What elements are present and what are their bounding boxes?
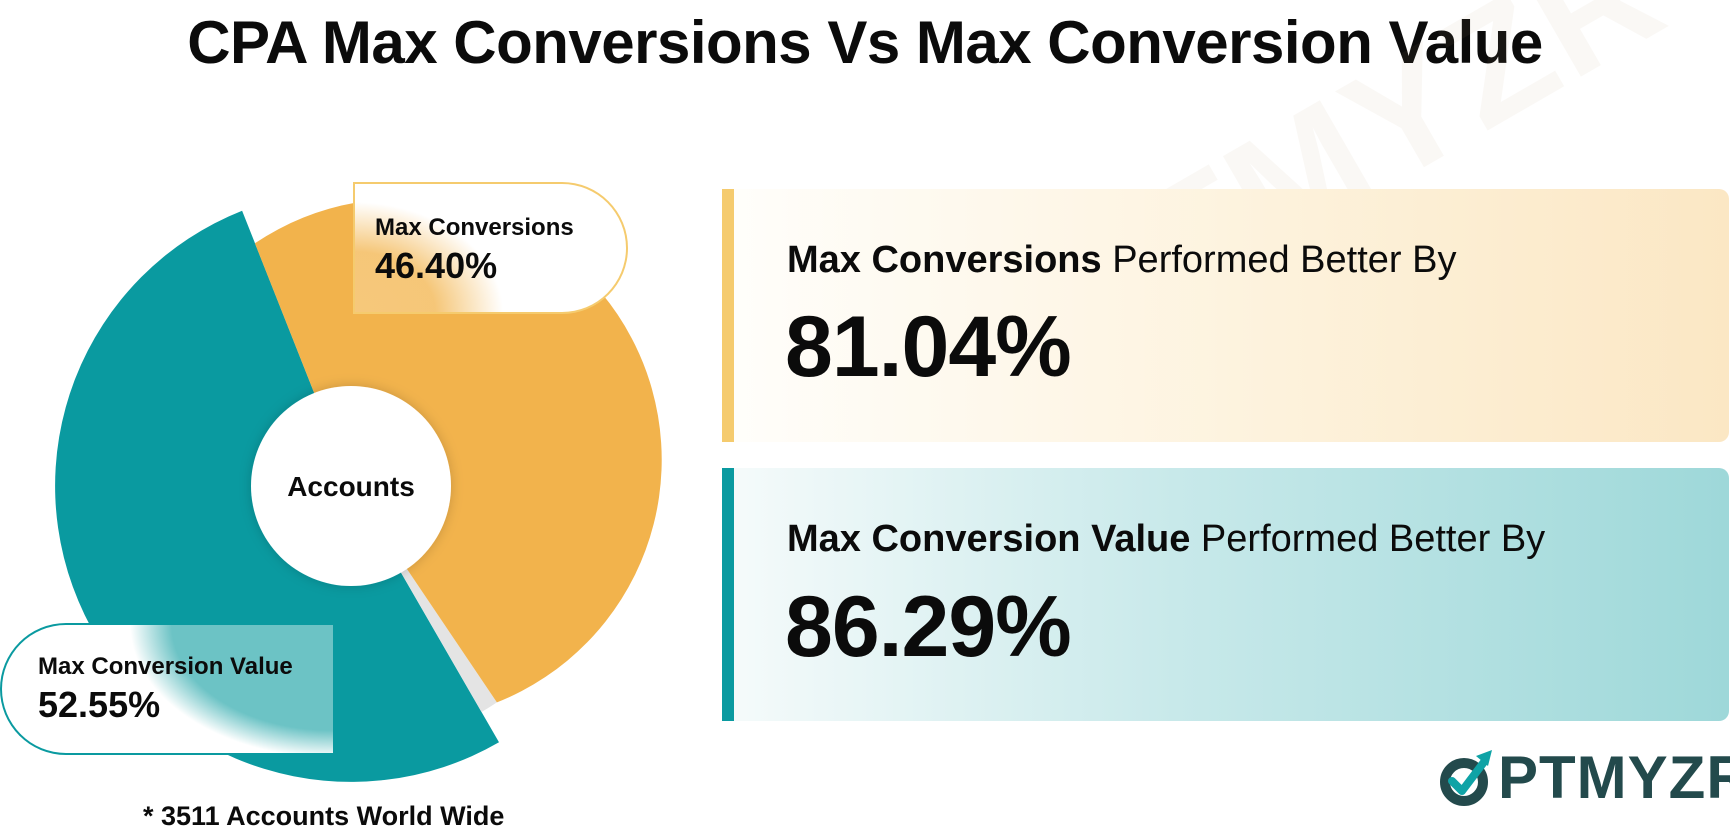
label-name: Max Conversions — [375, 214, 574, 241]
card-value: 81.04% — [785, 299, 1072, 395]
logo-text: PTMYZR — [1498, 744, 1730, 811]
card-heading-rest: Performed Better By — [1190, 518, 1546, 560]
accent-bar — [722, 468, 734, 721]
target-check-arrow-icon — [1440, 750, 1492, 806]
donut-hole — [251, 386, 451, 586]
card-heading-bold: Max Conversions — [787, 239, 1102, 281]
card-max-conversion-value: Max Conversion Value Performed Better By… — [722, 468, 1729, 721]
accent-bar — [722, 189, 734, 442]
label-value: 52.55% — [38, 684, 161, 725]
label-max-conversion-value: Max Conversion Value 52.55% — [0, 623, 333, 755]
label-name: Max Conversion Value — [38, 653, 293, 680]
donut-center-label: Accounts — [287, 471, 415, 502]
label-value: 46.40% — [375, 245, 498, 286]
footnote: * 3511 Accounts World Wide — [143, 801, 505, 831]
card-heading: Max Conversion Value Performed Better By — [787, 517, 1545, 561]
page-title: CPA Max Conversions Vs Max Conversion Va… — [187, 9, 1543, 76]
card-heading-bold: Max Conversion Value — [787, 518, 1191, 560]
label-max-conversions: Max Conversions 46.40% — [353, 182, 628, 314]
card-heading-rest: Performed Better By — [1101, 239, 1457, 281]
card-value: 86.29% — [785, 579, 1072, 675]
segment-max-conversions — [254, 198, 662, 703]
card-max-conversions: Max Conversions Performed Better By 81.0… — [722, 189, 1729, 442]
card-heading: Max Conversions Performed Better By — [787, 238, 1456, 282]
optmyzr-logo: PTMYZR — [1438, 748, 1730, 808]
